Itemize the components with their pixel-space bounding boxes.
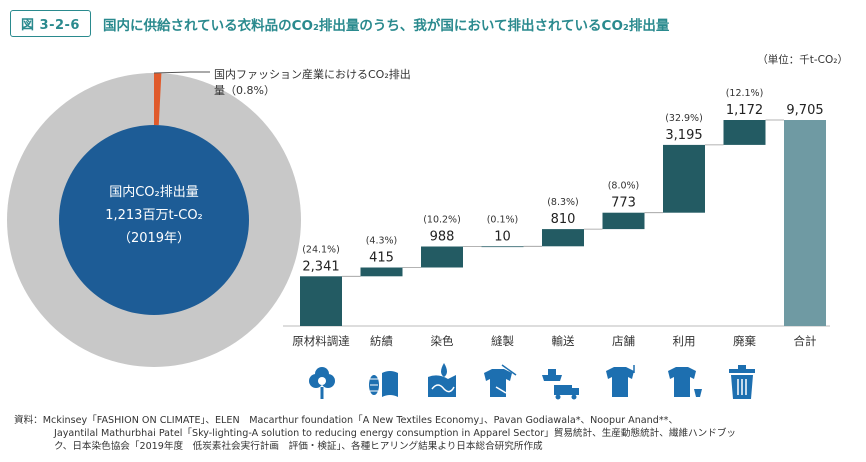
shop-icon [606,365,635,397]
percent-label: (4.3%) [366,236,398,247]
bar-店舗 [602,212,645,230]
unit-label: （単位：千t-CO₂） [757,54,848,66]
value-label: 773 [611,196,636,211]
wear-icon [668,367,702,397]
bar-縫製 [481,246,524,248]
cotton-icon [309,367,335,399]
donut-center [59,125,249,315]
value-label: 415 [369,251,394,266]
callout-line [153,71,210,74]
percent-label: (10.2%) [423,215,461,226]
category-label: 染色 [431,334,454,348]
category-label: 廃棄 [733,334,756,348]
process-icons [309,363,755,400]
category-label: 輸送 [552,334,575,348]
value-label: 10 [494,229,511,244]
percent-label: (12.1%) [726,88,764,99]
source-line-2: Jayantilal Mathurbhai Patel「Sky-lighting… [54,428,737,439]
source-line-3: ク、日本染色協会「2019年度 低炭素社会実行計画 評価・検証」、各種ヒアリング… [54,441,543,452]
source-note: 資料：Mckinsey「FASHION ON CLIMATE」、ELEN Mac… [14,414,854,453]
bar-輸送 [542,229,584,247]
bar-合計 [784,120,826,326]
callout-text-1: 国内ファッション産業におけるCO₂排出 [214,67,411,81]
category-label: 合計 [794,334,817,348]
donut-center-label-2: 1,213百万t-CO₂ [105,208,203,223]
value-label: 1,172 [726,103,763,118]
donut-domestic-slice [154,73,162,126]
source-line-1: 資料：Mckinsey「FASHION ON CLIMATE」、ELEN Mac… [14,415,679,426]
bar-利用 [663,144,705,213]
value-label: 3,195 [665,128,702,143]
bar-廃棄 [723,120,766,145]
figure-canvas: 国内ファッション産業におけるCO₂排出 量（0.8%） 国内CO₂排出量 1,2… [7,67,830,400]
donut-center-label-1: 国内CO₂排出量 [109,184,199,200]
category-label: 原材料調達 [292,334,350,348]
donut-center-label-3: （2019年） [118,231,190,246]
donut-chart: 国内ファッション産業におけるCO₂排出 量（0.8%） 国内CO₂排出量 1,2… [7,67,411,367]
bar-紡績 [360,267,403,277]
yarn-fabric-icon [369,371,398,397]
bar-原材料調達 [300,276,342,326]
category-label: 縫製 [491,334,514,348]
value-label: 9,705 [786,103,823,118]
category-label: 利用 [673,334,696,348]
percent-label: (0.1%) [487,214,519,225]
dye-icon [428,363,456,397]
figure-title: 国内に供給されている衣料品のCO₂排出量のうち、我が国において排出されているCO… [102,17,670,34]
percent-label: (8.3%) [547,197,579,208]
value-label: 810 [551,212,576,227]
callout-text-2: 量（0.8%） [214,84,275,97]
percent-label: (24.1%) [302,244,340,255]
figure-header: 図 3-2-6 国内に供給されている衣料品のCO₂排出量のうち、我が国において排… [10,10,669,37]
sewing-icon [484,364,517,397]
bar-染色 [421,246,463,268]
value-label: 2,341 [302,259,339,274]
category-label: 店舗 [612,334,635,348]
category-label: 紡績 [370,334,393,348]
trash-icon [729,365,755,399]
percent-label: (32.9%) [665,113,703,124]
percent-label: (8.0%) [608,181,640,192]
figure-number: 図 3-2-6 [10,10,91,37]
waterfall-chart: 2,341 (24.1%) 原材料調達 415 (4.3%) 紡績 988 (10.2%) 染色… [283,88,830,348]
transport-icon [542,369,579,400]
value-label: 988 [430,230,455,245]
